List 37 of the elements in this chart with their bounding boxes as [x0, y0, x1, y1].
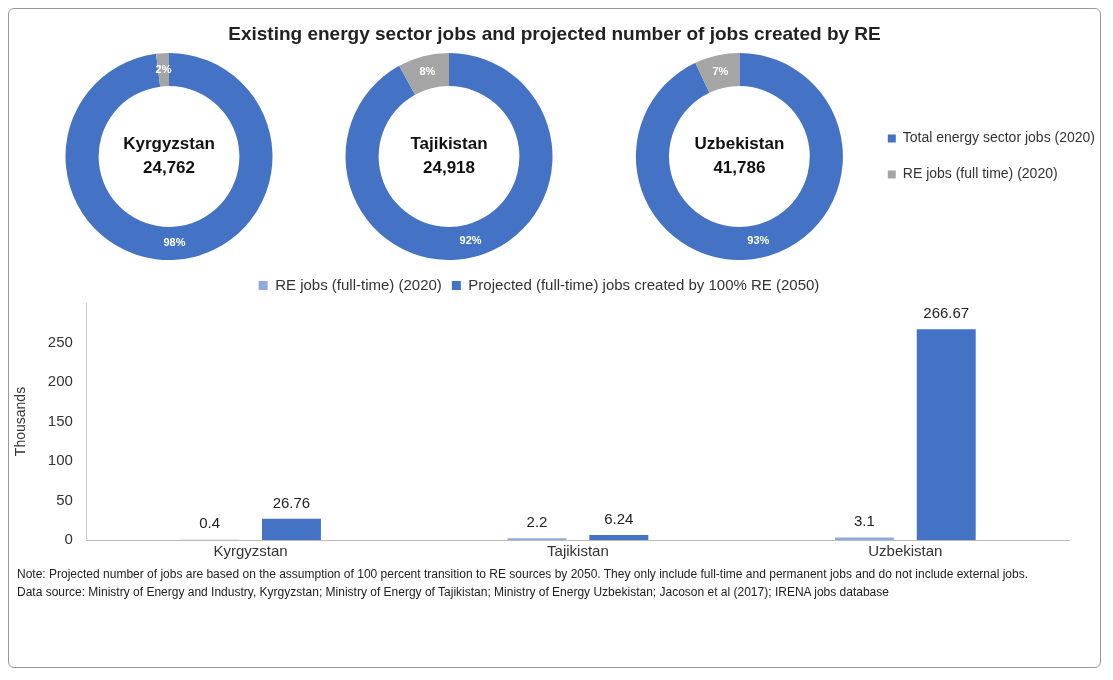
data-label: 92%: [459, 233, 482, 246]
data-label: 2.2: [526, 512, 548, 530]
bar: [589, 535, 649, 540]
x-tick-label: Tajikistan: [547, 542, 609, 560]
y-tick-label: 250: [47, 332, 73, 350]
text: Existing energy sector jobs and projected number of jobs created by RE: [227, 23, 882, 45]
y-axis-title: Thousands: [12, 386, 29, 457]
data-label: 93%: [747, 234, 770, 247]
legend-label: RE jobs (full time) (2020): [902, 165, 1058, 182]
y-tick-label: 100: [47, 451, 73, 469]
data-label: 0.4: [199, 514, 221, 532]
legend-label: Total energy sector jobs (2020): [902, 129, 1096, 146]
text: 41,786: [713, 158, 766, 178]
bar: [261, 518, 321, 540]
y-tick-label: 50: [56, 490, 73, 508]
bar: [916, 329, 976, 540]
data-label: 26.76: [272, 493, 311, 511]
y-tick-label: 200: [47, 372, 73, 390]
y-tick-label: 150: [47, 411, 73, 429]
data-label: 8%: [419, 65, 436, 78]
source-note: Data source: Ministry of Energy and Industry, Kyrgyzstan; Ministry of Energy of Tajikistan; Ministry of Energy Uzbekistan; Jacoson et al (2017); IRENA jobs database: [17, 584, 890, 600]
text: Uzbekistan: [694, 134, 785, 154]
y-tick-label: 0: [64, 530, 73, 548]
text: 24,762: [143, 158, 195, 178]
data-label: 7%: [712, 64, 729, 77]
text: Tajikistan: [410, 134, 488, 154]
legend-label: RE jobs (full-time) (2020): [275, 275, 442, 293]
data-label: 3.1: [853, 512, 875, 530]
text: Note: Projected number of jobs are based on the assumption of 100 percent transition to RE sources by 2050. They only include full-time and permanent jobs and do not include external jobs.: [17, 566, 1030, 582]
data-label: 6.24: [604, 509, 634, 527]
x-tick-label: Uzbekistan: [868, 542, 943, 560]
x-tick-label: Kyrgyzstan: [213, 542, 288, 560]
data-label: 266.67: [923, 303, 970, 321]
legend-label: Projected (full-time) jobs created by 100% RE (2050): [468, 275, 820, 293]
data-label: 98%: [163, 236, 186, 249]
text: 24,918: [423, 158, 475, 178]
text: Kyrgyzstan: [123, 134, 215, 154]
